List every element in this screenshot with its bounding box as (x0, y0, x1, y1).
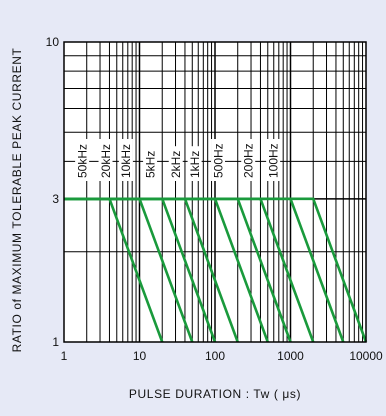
x-tick-label: 1 (61, 349, 68, 363)
grid-minor (64, 42, 366, 342)
x-tick-label: 1000 (277, 349, 304, 363)
frequency-labels: 50kHz 20kHz 10kHz 5kHz 2kHz 1kHz 500Hz 200Hz 100… (75, 139, 280, 181)
freq-label-2khz: 2kHz (169, 151, 183, 178)
y-tick-label: 10 (46, 35, 60, 49)
x-axis-title: PULSE DURATION : Tw ( μs) (129, 387, 301, 401)
freq-label-bg (168, 146, 183, 181)
freq-label-20khz: 20kHz (99, 144, 113, 178)
freq-label-bg (211, 139, 226, 181)
series-lines (64, 197, 368, 343)
plot-frame (63, 41, 367, 343)
freq-label-50khz: 50kHz (75, 144, 89, 178)
x-tick-labels: 1 10 100 1000 10000 (61, 349, 383, 363)
y-axis-title: RATIO of MAXIMUM TOLERABLE PEAK CURRENT (10, 48, 24, 353)
x-tick-label: 100 (205, 349, 225, 363)
freq-label-200hz: 200Hz (242, 143, 256, 178)
x-tick-label: 10 (133, 349, 147, 363)
x-tick-label: 10000 (349, 349, 383, 363)
y-tick-labels: 10 3 1 (46, 35, 60, 349)
freq-label-10khz: 10kHz (119, 144, 133, 178)
freq-label-bg (266, 139, 281, 181)
freq-label-bg (241, 139, 256, 181)
y-tick-label: 1 (52, 335, 59, 349)
freq-label-bg (75, 139, 90, 181)
series-line-100hz (64, 197, 368, 343)
freq-label-500hz: 500Hz (211, 143, 225, 178)
freq-label-bg (118, 139, 133, 181)
freq-label-bg (98, 139, 113, 181)
freq-label-bg (143, 146, 158, 181)
freq-label-bg (187, 146, 202, 181)
y-tick-label: 3 (52, 192, 59, 206)
freq-label-5khz: 5kHz (143, 151, 157, 178)
freq-label-100hz: 100Hz (266, 143, 280, 178)
freq-label-1khz: 1kHz (188, 151, 202, 178)
